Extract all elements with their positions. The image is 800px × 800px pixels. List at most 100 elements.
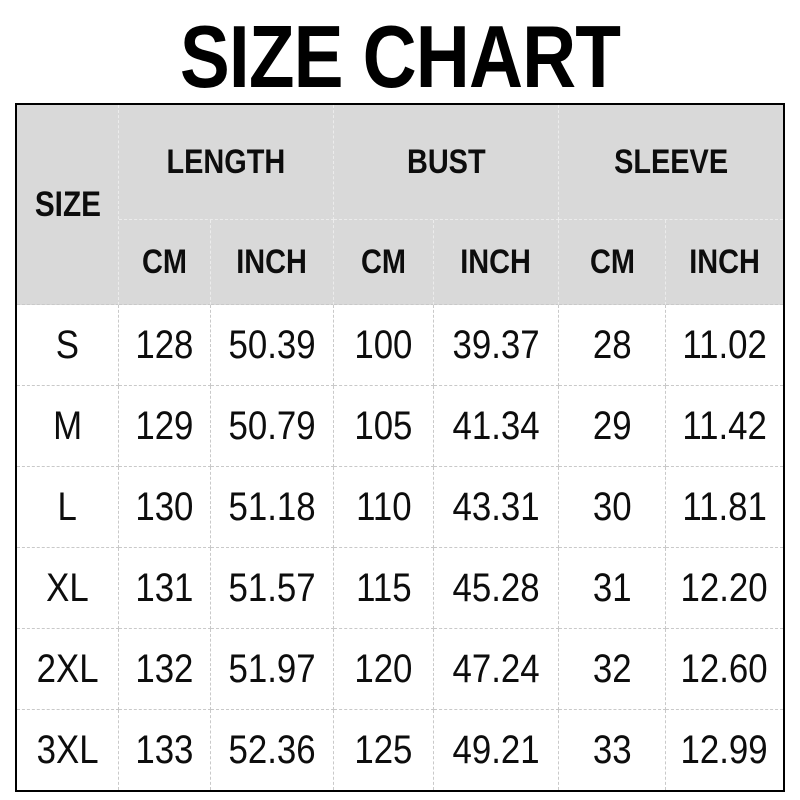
- bust-inch-value: 41.34: [452, 403, 540, 448]
- page-title-text: SIZE CHART: [179, 7, 621, 106]
- page-title: SIZE CHART: [0, 13, 800, 101]
- bust-inch-header: INCH: [433, 220, 559, 305]
- length-cm-value: 130: [135, 484, 194, 529]
- length-cm-header-label: CM: [141, 242, 187, 281]
- sleeve-cm-value: 28: [592, 322, 632, 367]
- table-row-m: M 129 50.79 105 41.34 29 11.42: [16, 386, 783, 467]
- bust-cm-value: 110: [355, 484, 412, 529]
- sleeve-inch-value: 11.02: [682, 322, 767, 367]
- bust-cm-header-label: CM: [360, 242, 406, 281]
- length-group-header-label: LENGTH: [166, 142, 286, 181]
- length-inch-cell: 52.36: [210, 710, 334, 790]
- sleeve-cm-cell: 29: [558, 386, 666, 467]
- bust-group-header: BUST: [333, 105, 559, 220]
- sleeve-group-header-label: SLEEVE: [613, 142, 729, 181]
- sleeve-inch-cell: 12.99: [665, 710, 783, 790]
- sleeve-cm-value: 31: [592, 565, 632, 610]
- length-inch-value: 52.36: [228, 727, 316, 772]
- sleeve-cm-cell: 30: [558, 467, 666, 548]
- size-chart-page: SIZE CHART SIZE LENGTH BUST SLEEVE CM IN…: [0, 13, 800, 800]
- size-value: S: [55, 322, 80, 367]
- size-column-header: SIZE: [16, 105, 119, 305]
- bust-cm-cell: 100: [333, 305, 434, 386]
- size-cell: 2XL: [16, 629, 119, 710]
- size-cell: M: [16, 386, 119, 467]
- bust-inch-cell: 43.31: [433, 467, 559, 548]
- sleeve-inch-value: 11.81: [682, 484, 767, 529]
- size-cell: S: [16, 305, 119, 386]
- length-group-header: LENGTH: [118, 105, 334, 220]
- bust-inch-value: 47.24: [452, 646, 540, 691]
- sleeve-inch-cell: 12.60: [665, 629, 783, 710]
- bust-inch-value: 39.37: [452, 322, 540, 367]
- table-row-s: S 128 50.39 100 39.37 28 11.02: [16, 305, 783, 386]
- bust-cm-cell: 115: [333, 548, 434, 629]
- sleeve-cm-cell: 33: [558, 710, 666, 790]
- length-inch-cell: 50.39: [210, 305, 334, 386]
- header-group-row: SIZE LENGTH BUST SLEEVE: [16, 105, 783, 305]
- sleeve-inch-header: INCH: [665, 220, 783, 305]
- size-cell: XL: [16, 548, 119, 629]
- bust-cm-cell: 120: [333, 629, 434, 710]
- bust-cm-value: 115: [355, 565, 412, 610]
- sleeve-inch-cell: 11.02: [665, 305, 783, 386]
- sleeve-inch-cell: 11.42: [665, 386, 783, 467]
- table-row-l: L 130 51.18 110 43.31 30 11.81: [16, 467, 783, 548]
- header-unit-row: CM INCH CM INCH CM INCH: [17, 220, 783, 305]
- bust-cm-header: CM: [333, 220, 434, 305]
- sleeve-inch-cell: 11.81: [665, 467, 783, 548]
- length-inch-value: 50.39: [228, 322, 316, 367]
- size-value: 2XL: [36, 646, 99, 691]
- bust-cm-cell: 110: [333, 467, 434, 548]
- bust-inch-cell: 47.24: [433, 629, 559, 710]
- bust-inch-value: 49.21: [452, 727, 540, 772]
- bust-inch-cell: 41.34: [433, 386, 559, 467]
- size-value: XL: [46, 565, 89, 610]
- table-row-3xl: 3XL 133 52.36 125 49.21 33 12.99: [16, 710, 783, 790]
- size-value: L: [57, 484, 78, 529]
- length-cm-cell: 132: [118, 629, 211, 710]
- bust-cm-value: 100: [354, 322, 413, 367]
- sleeve-cm-cell: 32: [558, 629, 666, 710]
- length-cm-value: 133: [135, 727, 194, 772]
- length-cm-cell: 128: [118, 305, 211, 386]
- bust-cm-value: 125: [354, 727, 413, 772]
- bust-cm-cell: 125: [333, 710, 434, 790]
- bust-cm-value: 105: [354, 403, 413, 448]
- length-inch-value: 51.18: [228, 484, 316, 529]
- size-cell: 3XL: [16, 710, 119, 790]
- length-inch-value: 51.57: [228, 565, 316, 610]
- length-inch-value: 51.97: [228, 646, 316, 691]
- length-inch-cell: 51.18: [210, 467, 334, 548]
- bust-inch-value: 43.31: [452, 484, 540, 529]
- bust-group-header-label: BUST: [406, 142, 486, 181]
- sleeve-inch-cell: 12.20: [665, 548, 783, 629]
- length-inch-cell: 51.57: [210, 548, 334, 629]
- sleeve-inch-value: 12.20: [680, 565, 769, 610]
- length-inch-cell: 51.97: [210, 629, 334, 710]
- size-column-header-label: SIZE: [34, 184, 101, 224]
- bust-inch-cell: 49.21: [433, 710, 559, 790]
- bust-cm-value: 120: [354, 646, 413, 691]
- sleeve-inch-value: 12.99: [680, 727, 769, 772]
- sleeve-cm-value: 33: [592, 727, 632, 772]
- length-cm-cell: 131: [118, 548, 211, 629]
- length-cm-cell: 129: [118, 386, 211, 467]
- sleeve-inch-header-label: INCH: [689, 242, 760, 281]
- length-cm-header: CM: [118, 220, 211, 305]
- sleeve-inch-value: 11.42: [682, 403, 767, 448]
- bust-inch-cell: 39.37: [433, 305, 559, 386]
- sleeve-cm-value: 29: [592, 403, 632, 448]
- size-value: 3XL: [36, 727, 99, 772]
- size-chart-table: SIZE LENGTH BUST SLEEVE CM INCH CM INCH …: [14, 103, 785, 792]
- bust-inch-value: 45.28: [452, 565, 540, 610]
- size-cell: L: [16, 467, 119, 548]
- size-value: M: [52, 403, 82, 448]
- sleeve-cm-value: 32: [592, 646, 632, 691]
- length-cm-cell: 133: [118, 710, 211, 790]
- length-cm-value: 132: [135, 646, 194, 691]
- bust-inch-cell: 45.28: [433, 548, 559, 629]
- length-inch-header-label: INCH: [236, 242, 308, 281]
- bust-inch-header-label: INCH: [460, 242, 532, 281]
- sleeve-cm-header-label: CM: [589, 242, 635, 281]
